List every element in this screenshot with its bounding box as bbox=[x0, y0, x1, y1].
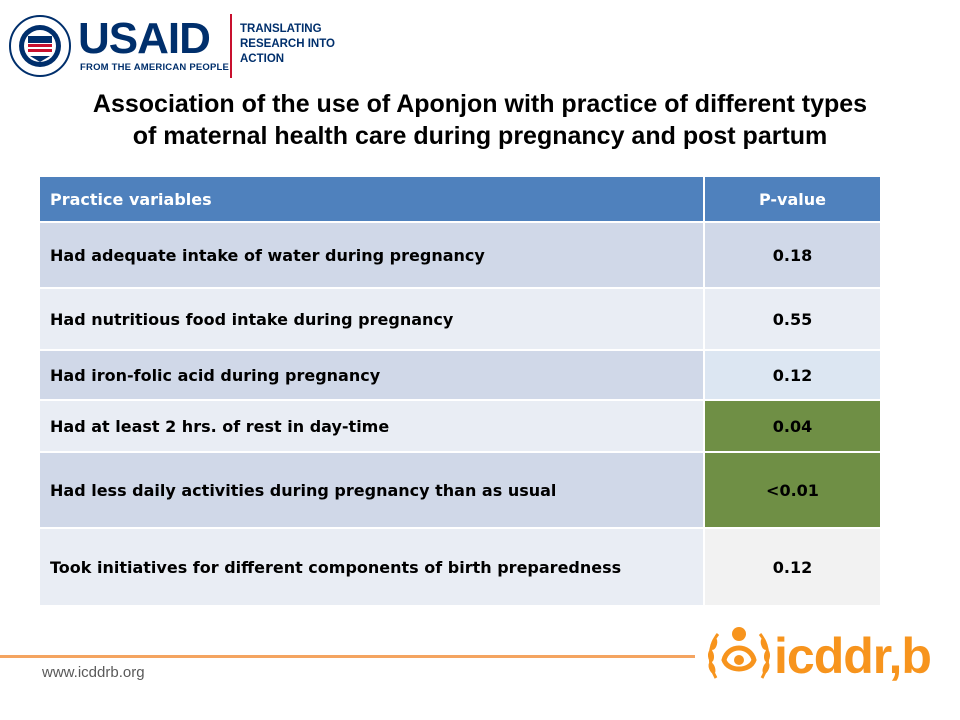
icddrb-logo: icddr,b bbox=[706, 620, 932, 692]
usaid-logo: USAID FROM THE AMERICAN PEOPLE TRANSLATI… bbox=[8, 14, 338, 78]
title-line: of maternal health care during pregnancy… bbox=[132, 122, 828, 150]
practice-variable-cell: Had less daily activities during pregnan… bbox=[40, 452, 704, 529]
table-row: Had adequate intake of water during preg… bbox=[40, 222, 880, 289]
table-row: Took initiatives for different component… bbox=[40, 528, 880, 607]
p-value-cell: 0.12 bbox=[703, 350, 880, 401]
p-value-cell: 0.18 bbox=[703, 222, 880, 289]
table-row: Had nutritious food intake during pregna… bbox=[40, 288, 880, 351]
sub-logo-line: TRANSLATING bbox=[240, 23, 322, 35]
p-value-cell: 0.04 bbox=[703, 400, 880, 453]
footer-url: www.icddrb.org bbox=[42, 664, 145, 681]
usaid-sub-logo: TRANSLATING RESEARCH INTO ACTION bbox=[240, 22, 335, 67]
title-line: Association of the use of Aponjon with p… bbox=[92, 90, 868, 118]
table-header-row: Practice variables P-value bbox=[40, 177, 880, 223]
header-p-value: P-value bbox=[703, 177, 880, 223]
sub-logo-line: ACTION bbox=[240, 53, 285, 65]
table-row: Had at least 2 hrs. of rest in day-time … bbox=[40, 400, 880, 453]
p-value-cell: 0.55 bbox=[703, 288, 880, 351]
p-value-cell: <0.01 bbox=[703, 452, 880, 529]
usaid-wordmark: USAID bbox=[78, 14, 211, 63]
logo-divider bbox=[230, 14, 232, 78]
usaid-seal-icon bbox=[9, 15, 71, 77]
header-practice-variables: Practice variables bbox=[40, 177, 704, 223]
footer-divider bbox=[0, 655, 695, 658]
table-row: Had iron-folic acid during pregnancy 0.1… bbox=[40, 350, 880, 401]
practice-variable-cell: Had iron-folic acid during pregnancy bbox=[40, 350, 704, 401]
practice-variable-cell: Took initiatives for different component… bbox=[40, 528, 704, 607]
slide-title: Association of the use of Aponjon with p… bbox=[0, 88, 960, 152]
usaid-tagline: FROM THE AMERICAN PEOPLE bbox=[80, 62, 230, 73]
icddrb-emblem-icon bbox=[707, 627, 771, 679]
sub-logo-line: RESEARCH INTO bbox=[240, 38, 335, 50]
results-table: Practice variables P-value Had adequate … bbox=[40, 177, 880, 607]
icddrb-wordmark: icddr,b bbox=[774, 628, 932, 684]
practice-variable-cell: Had at least 2 hrs. of rest in day-time bbox=[40, 400, 704, 453]
p-value-cell: 0.12 bbox=[703, 528, 880, 607]
table-row: Had less daily activities during pregnan… bbox=[40, 452, 880, 529]
practice-variable-cell: Had nutritious food intake during pregna… bbox=[40, 288, 704, 351]
practice-variable-cell: Had adequate intake of water during preg… bbox=[40, 222, 704, 289]
